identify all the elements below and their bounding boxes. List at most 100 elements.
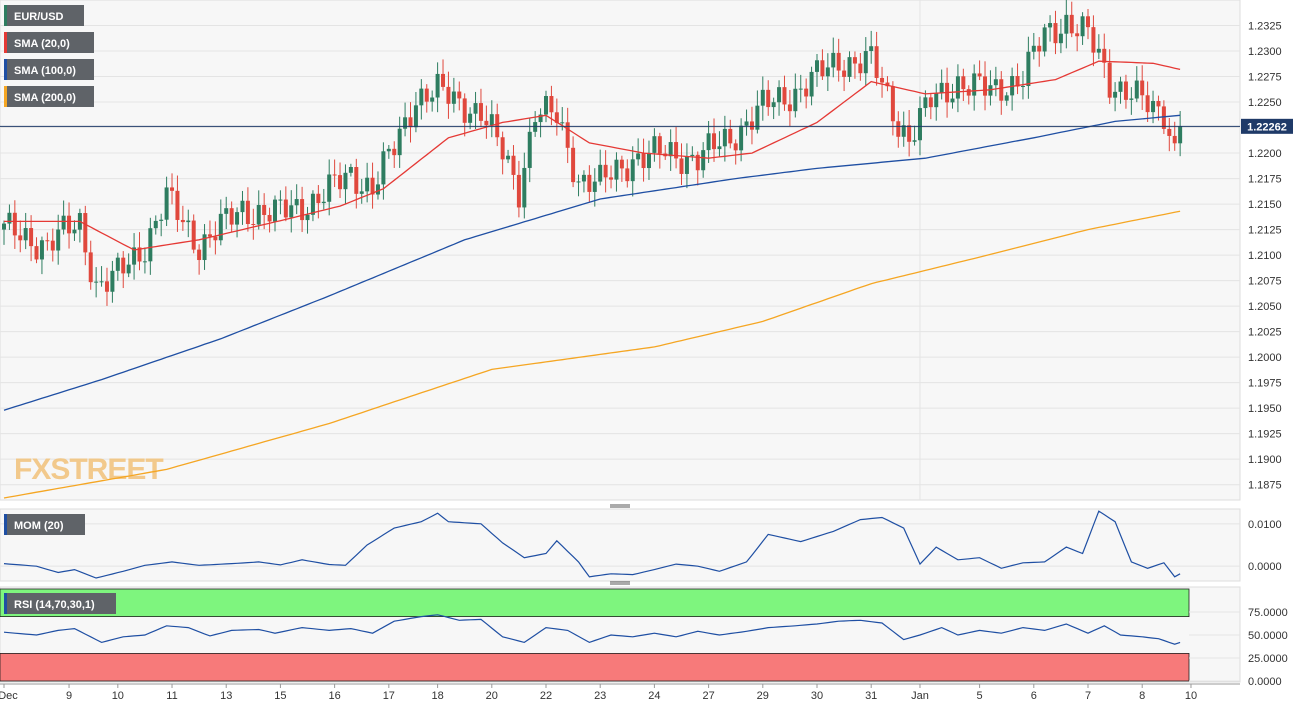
candle-body	[1053, 23, 1058, 44]
candle-body	[646, 152, 651, 169]
candle-body	[170, 187, 175, 191]
momentum-tick-label: 0.0000	[1248, 561, 1282, 573]
candle-body	[815, 60, 819, 72]
candle-body	[993, 79, 998, 86]
candle-body	[262, 204, 267, 215]
candle-body	[381, 151, 386, 185]
candle-body	[896, 121, 901, 137]
candle-body	[435, 73, 440, 98]
candle-body	[712, 133, 717, 150]
candle-body	[961, 76, 966, 90]
rsi-legend-label: RSI (14,70,30,1)	[14, 599, 95, 611]
candle-body	[744, 121, 749, 126]
candle-body	[121, 257, 126, 274]
candle-body	[679, 158, 684, 174]
candle-body	[489, 114, 494, 126]
candle-body	[641, 153, 646, 169]
candle-body	[207, 234, 212, 237]
rsi-oversold-zone	[0, 653, 1190, 682]
candle-body	[473, 103, 478, 114]
current-price-tag-label: 1.22262	[1247, 121, 1287, 133]
rsi-tick-label: 75.0000	[1248, 607, 1288, 619]
legend-swatch	[4, 86, 7, 107]
candle-body	[365, 177, 370, 192]
sma20-line	[4, 60, 1181, 251]
candle-body	[164, 187, 169, 220]
x-tick-label: 18	[431, 690, 443, 702]
momentum-panel-bg	[0, 508, 1241, 582]
x-tick-label: 30	[811, 690, 823, 702]
candle-body	[825, 67, 830, 77]
price-tick-label: 1.2250	[1248, 97, 1282, 109]
x-tick-label: 5	[977, 690, 983, 702]
candle-body	[343, 172, 348, 190]
candle-body	[218, 213, 223, 241]
candle-body	[1026, 51, 1031, 87]
candle-body	[1167, 128, 1172, 136]
candle-body	[657, 136, 662, 154]
candle-body	[668, 142, 673, 157]
candle-body	[950, 98, 955, 103]
candle-body	[1010, 76, 1015, 96]
x-tick-label: 23	[594, 690, 606, 702]
candle-body	[256, 204, 261, 225]
candle-body	[500, 137, 505, 160]
price-tick-label: 1.1925	[1248, 429, 1282, 441]
candle-body	[880, 77, 885, 83]
candle-body	[1096, 48, 1101, 53]
x-tick-label: 8	[1139, 690, 1145, 702]
candle-body	[495, 114, 500, 138]
candle-body	[571, 147, 576, 183]
candle-body	[728, 128, 733, 144]
legend-item-bg	[4, 32, 94, 53]
rsi-tick-label: 50.0000	[1248, 630, 1288, 642]
candle-body	[1113, 91, 1118, 98]
candle-body	[359, 191, 364, 194]
candle-body	[1129, 98, 1134, 100]
candle-body	[560, 122, 565, 124]
price-tick-label: 1.2200	[1248, 148, 1282, 160]
candle-body	[972, 73, 977, 96]
candle-body	[533, 122, 538, 132]
candle-body	[300, 199, 305, 221]
candle-body	[61, 215, 66, 230]
price-tick-label: 1.2300	[1248, 46, 1282, 58]
candle-body	[424, 88, 429, 102]
candle-body	[609, 177, 614, 180]
x-tick-label: 7	[1085, 690, 1091, 702]
candle-body	[1156, 100, 1161, 107]
candle-body	[408, 117, 413, 128]
candle-body	[148, 228, 153, 262]
candle-body	[310, 193, 315, 215]
candle-body	[1037, 45, 1042, 52]
candle-body	[928, 97, 933, 108]
candle-body	[706, 133, 711, 151]
candle-body	[462, 98, 467, 123]
candle-body	[798, 88, 803, 90]
candle-body	[1145, 95, 1150, 113]
candle-body	[191, 220, 196, 250]
legend-label: SMA (200,0)	[14, 92, 76, 104]
candle-body	[305, 214, 310, 221]
x-tick-label: 10	[1185, 690, 1197, 702]
price-y-axis: 1.23251.23001.22751.22501.22251.22001.21…	[1248, 21, 1282, 492]
candle-body	[1102, 48, 1107, 63]
price-tick-label: 1.1875	[1248, 480, 1282, 492]
candle-body	[598, 164, 603, 182]
price-tick-label: 1.2100	[1248, 250, 1282, 262]
candle-body	[793, 88, 798, 112]
momentum-tick-label: 0.0100	[1248, 519, 1282, 531]
x-tick-label: 9	[66, 690, 72, 702]
candle-body	[478, 103, 483, 121]
rsi-legend: RSI (14,70,30,1)	[4, 593, 116, 614]
candle-body	[625, 168, 630, 182]
momentum-panel: 0.0100 0.0000 MOM (20)	[0, 504, 1282, 582]
rsi-panel: 75.0000 50.0000 25.0000 0.0000 RSI (14,70,3…	[0, 581, 1288, 688]
candle-body	[576, 181, 581, 183]
candle-body	[213, 236, 218, 241]
candle-body	[338, 175, 343, 190]
candle-body	[511, 155, 516, 175]
candle-body	[760, 89, 765, 106]
candle-body	[977, 73, 982, 77]
x-tick-label: Dec	[0, 690, 18, 702]
